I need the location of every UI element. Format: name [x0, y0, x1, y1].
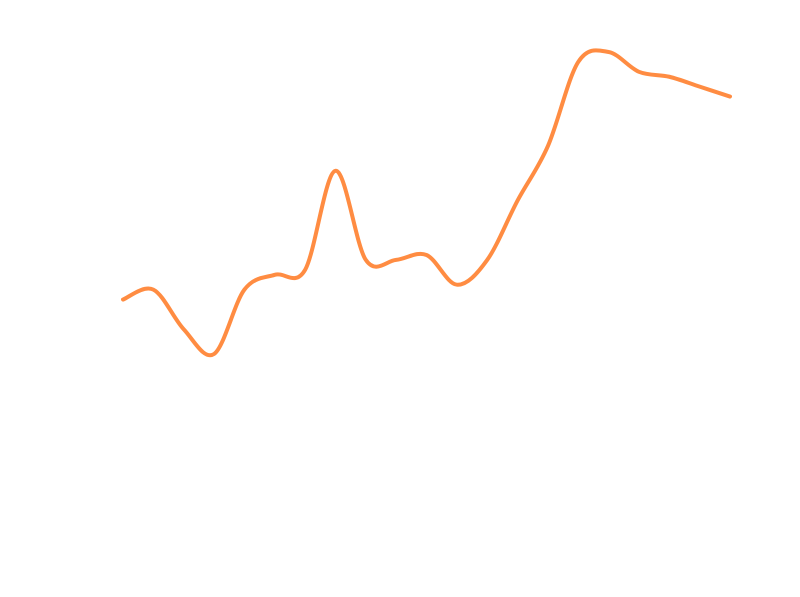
series-line: [121, 48, 732, 358]
series-layer: [121, 48, 732, 358]
